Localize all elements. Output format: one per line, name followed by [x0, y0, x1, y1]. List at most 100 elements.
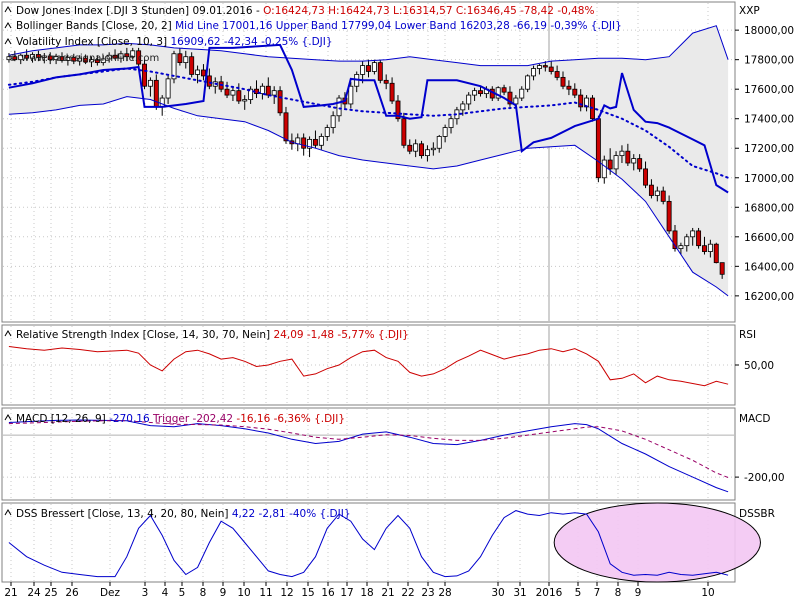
- candle-up: [631, 158, 637, 164]
- legend-series-glyph: [4, 414, 12, 421]
- candle-down: [83, 57, 89, 63]
- candle-down: [277, 90, 283, 114]
- candle-down: [719, 262, 725, 275]
- candle-down: [395, 100, 401, 120]
- x-tick-label: 31: [513, 587, 526, 599]
- candle-up: [684, 236, 690, 247]
- y-tick-label: 16200,00: [744, 291, 794, 303]
- candle-up: [436, 136, 442, 149]
- candle-up: [460, 103, 466, 111]
- x-tick-label: 21: [4, 587, 17, 599]
- candle-down: [283, 112, 289, 142]
- candle-up: [159, 97, 165, 108]
- dss-axis-label: DSSBR: [739, 508, 775, 520]
- candle-up: [230, 90, 236, 96]
- x-tick-label: 22: [401, 587, 414, 599]
- y-tick-label: 16600,00: [744, 232, 794, 244]
- candle-up: [259, 85, 265, 95]
- candle-up: [18, 54, 24, 61]
- x-tick-label: 15: [301, 587, 314, 599]
- candle-up: [360, 65, 366, 75]
- candle-up: [448, 118, 454, 128]
- candle-down: [648, 184, 654, 196]
- candle-up: [318, 136, 324, 146]
- candle-up: [41, 55, 47, 58]
- candle-up: [171, 53, 177, 80]
- bollinger-legend: Bollinger Bands [Close, 20, 2] Mid Line …: [16, 20, 622, 32]
- candle-up: [531, 68, 537, 77]
- x-tick-label: 16: [321, 587, 335, 599]
- candle-down: [59, 56, 65, 61]
- candle-down: [177, 53, 183, 64]
- candle-up: [271, 90, 277, 96]
- candle-up: [89, 59, 94, 63]
- x-tick-label: 26: [65, 587, 79, 599]
- x-tick-label: 30: [491, 587, 504, 599]
- x-tick-label: 10: [701, 587, 714, 599]
- candle-down: [548, 66, 554, 72]
- x-tick-label: 9: [635, 587, 642, 599]
- macd-legend: MACD [12, 26, 9] -270,16 Trigger -202,42…: [16, 413, 345, 425]
- candle-down: [572, 88, 578, 96]
- candle-up: [519, 88, 525, 99]
- candle-up: [130, 50, 136, 58]
- price-axis-label: XXP: [739, 5, 760, 17]
- grid-layer: [3, 3, 734, 581]
- x-tick-label: 9: [220, 587, 227, 599]
- candle-up: [525, 75, 531, 90]
- candle-down: [200, 69, 206, 77]
- candle-up: [307, 138, 313, 149]
- candle-down: [366, 65, 371, 72]
- candle-up: [371, 62, 377, 72]
- x-tick-label: 5: [575, 587, 582, 599]
- dss-legend: DSS Bressert [Close, 13, 4, 20, 80, Nein…: [16, 508, 351, 520]
- y-tick-label: 50,00: [744, 360, 774, 372]
- candle-down: [136, 50, 142, 65]
- candle-down: [112, 54, 118, 59]
- candle-down: [595, 118, 601, 179]
- candle-down: [696, 230, 702, 247]
- y-tick-label: 17400,00: [744, 114, 794, 126]
- legend-series-glyph: [4, 22, 12, 29]
- candle-down: [419, 143, 425, 157]
- candle-down: [478, 90, 483, 95]
- candle-up: [242, 99, 248, 102]
- candle-up: [330, 115, 336, 128]
- candle-up: [707, 243, 713, 252]
- x-tick-label: 5: [179, 587, 186, 599]
- candle-down: [153, 79, 159, 108]
- y-tick-label: 16400,00: [744, 261, 794, 273]
- x-tick-label: 3: [142, 587, 149, 599]
- y-tick-label: 18000,00: [744, 25, 794, 37]
- price-pane-frame: [1, 1, 736, 323]
- x-tick-label: 11: [259, 587, 272, 599]
- candle-up: [619, 150, 625, 157]
- rsi-axis-label: RSI: [739, 329, 756, 341]
- candle-down: [713, 243, 719, 264]
- candle-up: [495, 87, 501, 99]
- candle-up: [30, 54, 35, 59]
- candle-down: [206, 75, 212, 87]
- x-tick-label: 8: [200, 587, 207, 599]
- x-tick-label: 18: [360, 587, 373, 599]
- candle-up: [65, 57, 71, 61]
- candle-down: [383, 79, 389, 84]
- candle-down: [578, 94, 584, 108]
- candle-down: [607, 159, 613, 170]
- macd-axis-label: MACD: [739, 413, 770, 425]
- candle-down: [236, 90, 242, 102]
- candle-up: [324, 127, 330, 137]
- candle-down: [702, 245, 707, 252]
- candle-down: [124, 53, 130, 58]
- candle-up: [100, 58, 106, 64]
- candle-down: [660, 190, 666, 202]
- axis-layer: 16200,00 16400,00 16600,00 16800,00 17000,00…: [4, 25, 794, 599]
- candle-down: [560, 76, 566, 87]
- candle-up: [53, 56, 59, 61]
- candle-down: [312, 138, 318, 146]
- candle-up: [654, 190, 660, 196]
- legend-layer: Dow Jones Index [.DJI 3 Stunden] 09.01.2…: [8, 5, 775, 520]
- candle-down: [625, 150, 631, 164]
- candle-down: [637, 158, 643, 170]
